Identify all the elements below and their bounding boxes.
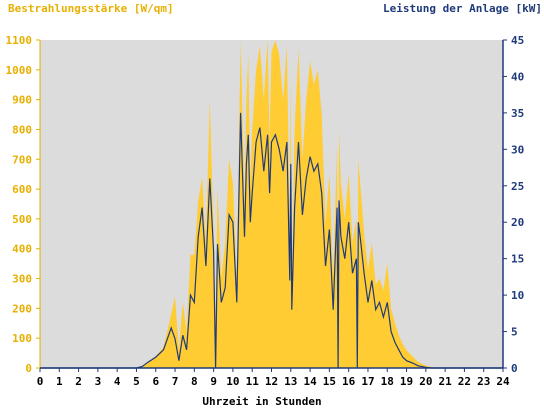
- right-tick-label: 35: [511, 107, 524, 120]
- x-tick-label: 5: [133, 375, 140, 388]
- right-tick-label: 25: [511, 180, 524, 193]
- x-tick-label: 8: [191, 375, 198, 388]
- left-tick-label: 0: [25, 362, 32, 375]
- x-tick-label: 13: [284, 375, 297, 388]
- x-tick-label: 24: [496, 375, 510, 388]
- left-tick-label: 300: [12, 273, 32, 286]
- right-tick-label: 20: [511, 216, 524, 229]
- left-tick-label: 100: [12, 332, 32, 345]
- left-axis-title: Bestrahlungsstärke [W/qm]: [8, 2, 174, 15]
- right-tick-label: 45: [511, 34, 524, 47]
- left-tick-label: 800: [12, 123, 32, 136]
- x-tick-label: 16: [342, 375, 356, 388]
- x-tick-label: 20: [419, 375, 432, 388]
- left-tick-label: 700: [12, 153, 32, 166]
- right-tick-label: 5: [511, 326, 518, 339]
- x-tick-label: 4: [114, 375, 121, 388]
- right-tick-label: 0: [511, 362, 518, 375]
- x-tick-label: 21: [439, 375, 453, 388]
- x-tick-label: 6: [152, 375, 159, 388]
- right-tick-label: 10: [511, 289, 524, 302]
- x-tick-label: 2: [75, 375, 82, 388]
- x-tick-label: 7: [172, 375, 179, 388]
- right-tick-label: 15: [511, 253, 524, 266]
- x-tick-label: 10: [226, 375, 239, 388]
- left-tick-label: 1100: [6, 34, 33, 47]
- x-tick-label: 11: [246, 375, 260, 388]
- x-tick-label: 19: [400, 375, 413, 388]
- x-tick-label: 17: [361, 375, 374, 388]
- left-tick-label: 200: [12, 302, 32, 315]
- left-tick-label: 1000: [6, 64, 33, 77]
- left-tick-label: 500: [12, 213, 32, 226]
- left-tick-label: 900: [12, 94, 32, 107]
- x-axis-title: Uhrzeit in Stunden: [202, 395, 321, 408]
- x-tick-label: 12: [265, 375, 278, 388]
- right-tick-label: 30: [511, 143, 524, 156]
- left-tick-label: 600: [12, 183, 32, 196]
- x-tick-label: 9: [210, 375, 217, 388]
- right-axis-title: Leistung der Anlage [kW]: [383, 2, 542, 15]
- right-tick-label: 40: [511, 70, 524, 83]
- x-tick-label: 14: [303, 375, 317, 388]
- x-tick-label: 15: [323, 375, 336, 388]
- x-tick-label: 22: [458, 375, 471, 388]
- left-tick-label: 400: [12, 243, 32, 256]
- x-tick-label: 3: [95, 375, 102, 388]
- x-tick-label: 1: [56, 375, 63, 388]
- x-tick-label: 0: [37, 375, 44, 388]
- x-tick-label: 23: [477, 375, 490, 388]
- x-tick-label: 18: [381, 375, 394, 388]
